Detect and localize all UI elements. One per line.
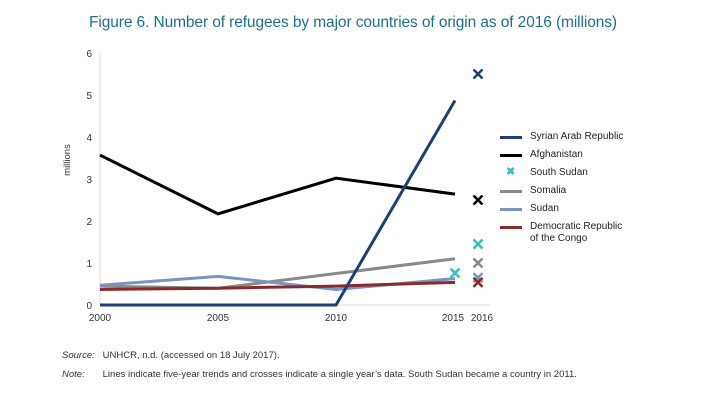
y-tick-label: 0 bbox=[86, 301, 92, 312]
legend-label: South Sudan bbox=[530, 167, 588, 178]
x-tick-label: 2005 bbox=[207, 313, 230, 324]
legend-label-line: of the Congo bbox=[530, 233, 588, 244]
legend-line-swatch bbox=[500, 149, 522, 161]
legend-label-line: Democratic Republic bbox=[530, 221, 623, 232]
legend-line-swatch bbox=[500, 131, 522, 143]
legend-item-drc: Democratic Republic of the Congo bbox=[500, 221, 623, 251]
cross-stroke bbox=[472, 194, 484, 206]
series-line-syrian-arab-republic bbox=[100, 99, 457, 307]
legend-item-south-sudan: ✖ South Sudan bbox=[500, 166, 623, 185]
x-tick-label: 2000 bbox=[89, 313, 112, 324]
series-line-somalia bbox=[99, 257, 456, 290]
legend-item-afghanistan: Afghanistan bbox=[500, 149, 623, 167]
legend-label: Somalia bbox=[530, 185, 567, 196]
cross-2016-south-sudan bbox=[472, 238, 484, 250]
legend-item-somalia: Somalia bbox=[500, 185, 623, 203]
note-key: Note: bbox=[62, 369, 85, 380]
source-note: Source: UNHCR, n.d. (accessed on 18 July… bbox=[62, 350, 280, 361]
series-line-democratic-republic-of-the-congo bbox=[99, 280, 456, 291]
cross-stroke bbox=[472, 68, 484, 80]
y-tick-label: 3 bbox=[86, 175, 92, 186]
cross-stroke bbox=[472, 257, 484, 269]
cross-2016-syrian-arab-republic bbox=[472, 68, 484, 80]
source-text: UNHCR, n.d. (accessed on 18 July 2017). bbox=[102, 350, 280, 361]
cross-stroke bbox=[449, 267, 461, 279]
legend-label: Democratic Republic of the Congo bbox=[530, 221, 622, 245]
legend-label: Afghanistan bbox=[530, 149, 583, 160]
y-tick-label: 1 bbox=[86, 259, 92, 270]
cross-2016-afghanistan bbox=[472, 194, 484, 206]
legend-label: Syrian Arab Republic bbox=[530, 131, 624, 142]
x-tick-label: 2010 bbox=[325, 313, 348, 324]
legend-cross-icon: ✖ bbox=[506, 166, 516, 178]
x-tick-label: 2015 bbox=[442, 313, 465, 324]
chart-title: Figure 6. Number of refugees by major co… bbox=[89, 14, 617, 31]
legend-item-syria: Syrian Arab Republic bbox=[500, 131, 623, 149]
cross-stroke bbox=[472, 238, 484, 250]
y-tick-label: 6 bbox=[86, 49, 92, 60]
y-tick-label: 2 bbox=[86, 217, 92, 228]
y-axis-label: millions bbox=[62, 144, 73, 176]
cross-2015-south-sudan bbox=[449, 267, 461, 279]
y-tick-label: 5 bbox=[86, 91, 92, 102]
cross-2016-democratic-republic-of-the-congo bbox=[472, 276, 484, 288]
legend-line-swatch bbox=[500, 221, 522, 233]
x-tick-label: 2016 bbox=[471, 313, 494, 324]
note-text: Lines indicate five-year trends and cros… bbox=[102, 369, 577, 380]
legend: Syrian Arab Republic Afghanistan ✖ South… bbox=[500, 131, 623, 251]
legend-label: Sudan bbox=[530, 203, 559, 214]
y-tick-label: 4 bbox=[86, 133, 92, 144]
legend-line-swatch bbox=[500, 203, 522, 215]
source-key: Source: bbox=[62, 350, 95, 361]
legend-line-swatch bbox=[500, 185, 522, 197]
cross-stroke bbox=[472, 276, 484, 288]
footnote: Note: Lines indicate five-year trends an… bbox=[62, 369, 577, 380]
legend-item-sudan: Sudan bbox=[500, 203, 623, 221]
series-line-afghanistan bbox=[99, 153, 456, 216]
cross-2016-somalia bbox=[472, 257, 484, 269]
